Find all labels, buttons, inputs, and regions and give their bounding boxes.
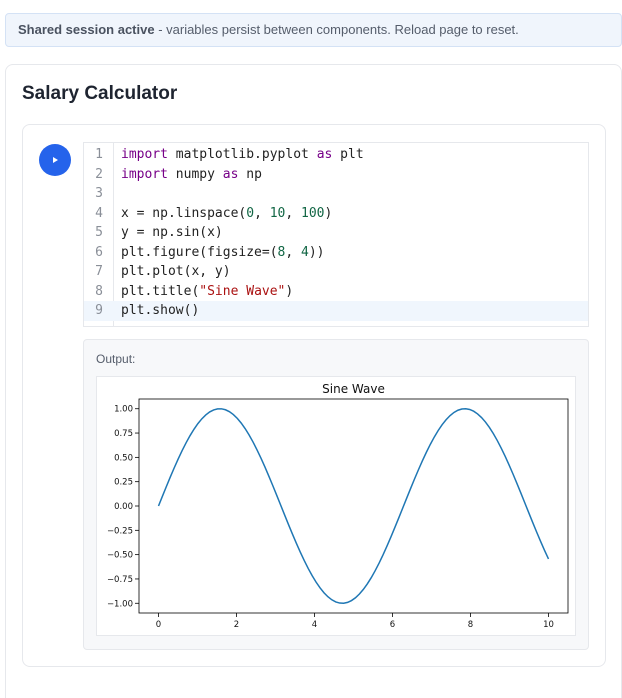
line-number: 1 — [95, 147, 103, 162]
line-number-gutter — [84, 143, 114, 326]
line-number: 7 — [95, 264, 103, 279]
code-text: import matplotlib.pyplot as plt — [121, 147, 364, 162]
code-line[interactable]: 5 y = np.sin(x) — [84, 223, 588, 243]
play-icon — [53, 157, 58, 163]
y-tick-label: 0.00 — [114, 502, 133, 512]
code-line[interactable]: 3 — [84, 184, 588, 204]
line-number: 2 — [95, 166, 103, 182]
sine-series-line — [157, 408, 550, 604]
code-line[interactable]: 6 plt.figure(figsize=(8, 4)) — [84, 243, 588, 263]
banner-strong-text: Shared session active — [18, 22, 155, 37]
y-tick-label: −0.25 — [107, 526, 133, 536]
code-line[interactable]: 8 plt.title("Sine Wave") — [84, 282, 588, 302]
y-tick-label: −0.75 — [107, 575, 133, 585]
chart-title: Sine Wave — [322, 382, 385, 396]
code-text: y = np.sin(x) — [121, 225, 223, 240]
sine-wave-chart: Sine Wave 0 2 4 6 8 10 1.00 0.75 0.50 0.25 0.00 −0.2… — [107, 382, 569, 630]
code-line[interactable]: 4 x = np.linspace(0, 10, 100) — [84, 204, 588, 224]
y-tick-label: −1.00 — [107, 599, 133, 609]
line-number: 3 — [95, 186, 103, 201]
code-line[interactable]: 7 plt.plot(x, y) — [84, 262, 588, 282]
line-number: 4 — [95, 205, 103, 221]
session-banner: Shared session active - variables persis… — [5, 13, 622, 47]
code-text: x = np.linspace(0, 10, 100) — [121, 205, 333, 221]
line-number: 9 — [95, 303, 103, 318]
x-tick-label: 4 — [312, 620, 317, 630]
y-tick-label: 1.00 — [114, 405, 133, 415]
y-tick-label: 0.75 — [114, 429, 133, 439]
code-text: plt.plot(x, y) — [121, 264, 231, 279]
axes-frame — [138, 398, 569, 614]
x-tick-label: 10 — [543, 620, 554, 630]
y-tick-label: −0.50 — [107, 551, 133, 561]
code-line[interactable]: 9 plt.show() — [84, 301, 588, 321]
code-text: plt.figure(figsize=(8, 4)) — [121, 244, 325, 260]
code-line[interactable]: 1 import matplotlib.pyplot as plt — [84, 145, 588, 165]
x-tick-label: 6 — [390, 620, 395, 630]
line-number: 6 — [95, 244, 103, 260]
x-tick-label: 2 — [234, 620, 239, 630]
output-label: Output: — [96, 352, 136, 366]
x-tick-label: 8 — [468, 620, 473, 630]
banner-text: - variables persist between components. … — [154, 22, 519, 37]
plot-frame — [96, 376, 576, 636]
code-editor[interactable]: 1 import matplotlib.pyplot as plt 2 import … — [83, 142, 589, 327]
line-number: 5 — [95, 225, 103, 240]
run-button[interactable] — [39, 144, 71, 176]
code-text: import numpy as np — [121, 166, 262, 182]
y-tick-label: 0.25 — [114, 478, 133, 488]
code-text: plt.title("Sine Wave") — [121, 283, 294, 299]
code-line[interactable]: 2 import numpy as np — [84, 165, 588, 185]
code-text: plt.show() — [121, 303, 200, 318]
line-number: 8 — [95, 283, 103, 299]
y-tick-label: 0.50 — [114, 453, 133, 463]
x-tick-label: 0 — [156, 620, 161, 630]
page-title: Salary Calculator — [22, 83, 178, 104]
